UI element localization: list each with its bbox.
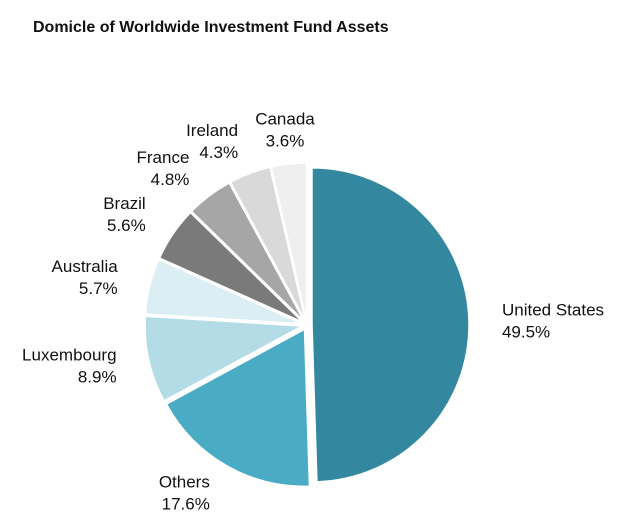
- chart-title: Domicle of Worldwide Investment Fund Ass…: [33, 19, 389, 36]
- slice-value: 5.7%: [79, 279, 118, 298]
- slice-value: 17.6%: [162, 495, 210, 514]
- pie-slice: [144, 315, 305, 402]
- slice-value: 5.6%: [107, 216, 146, 235]
- slice-label: United States: [502, 300, 604, 319]
- slice-value: 3.6%: [266, 132, 305, 151]
- slice-label: Australia: [52, 257, 119, 276]
- slice-label: Brazil: [103, 194, 146, 213]
- slice-label: France: [137, 148, 190, 167]
- slice-label: Canada: [255, 110, 315, 129]
- slice-label: Ireland: [186, 121, 238, 140]
- pie-slice: [144, 258, 303, 325]
- slice-label: Others: [159, 473, 210, 492]
- slice-value: 49.5%: [502, 322, 550, 341]
- pie-slice: [158, 211, 304, 323]
- slice-value: 4.3%: [199, 143, 238, 162]
- slice-value: 4.8%: [151, 170, 190, 189]
- pie-slice: [270, 162, 308, 321]
- pie-slice: [165, 328, 311, 488]
- pie-slice: [190, 181, 305, 322]
- pie-slice: [229, 166, 306, 321]
- slice-label: Luxembourg: [22, 345, 117, 364]
- pie-slice: [311, 167, 470, 483]
- slice-value: 8.9%: [78, 367, 117, 386]
